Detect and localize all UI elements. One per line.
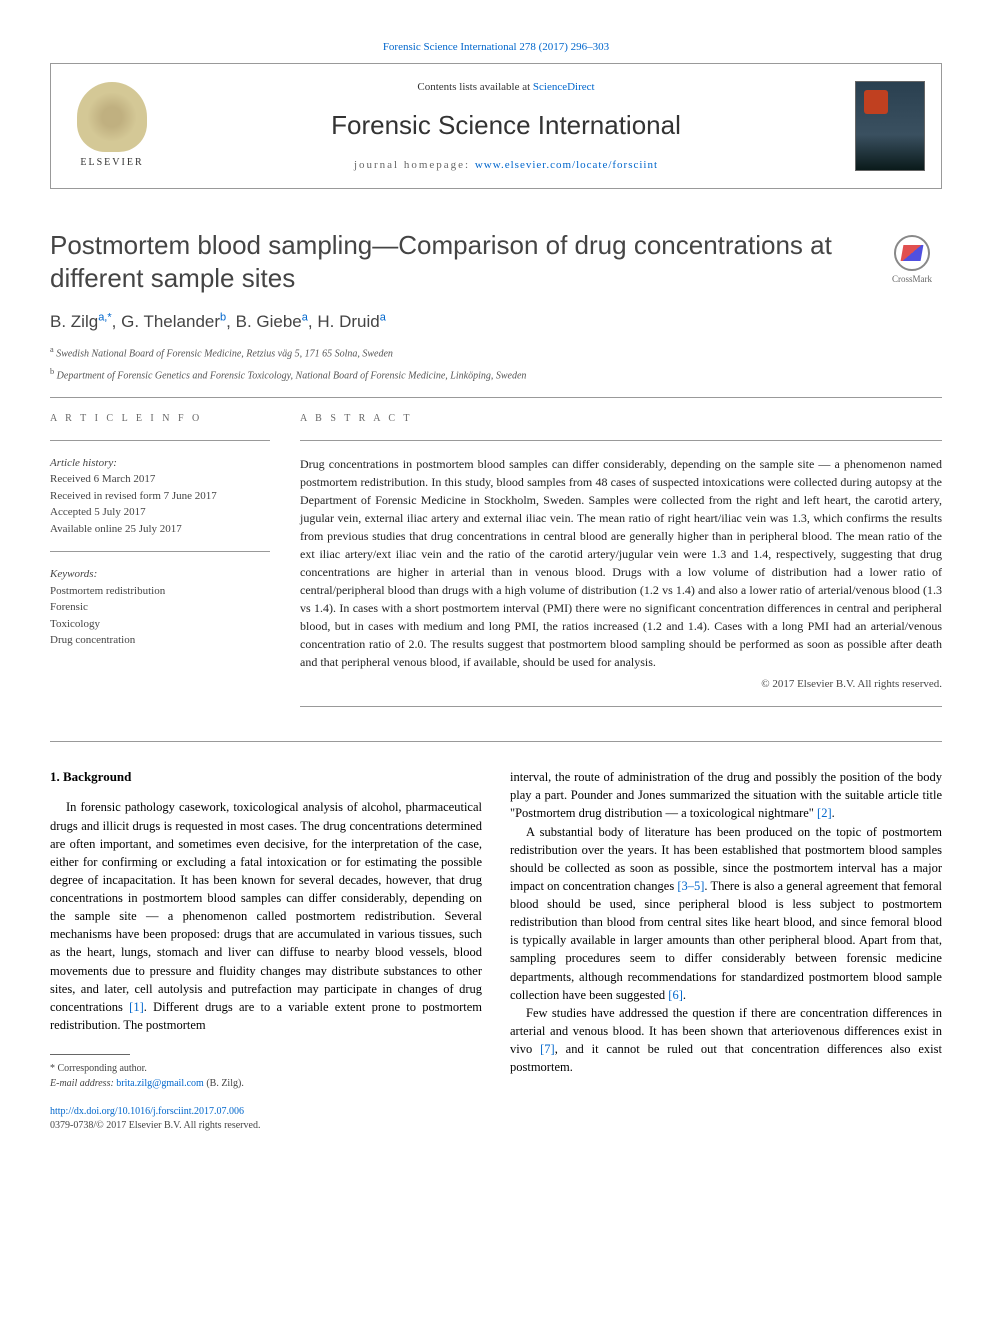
article-title: Postmortem blood sampling—Comparison of …: [50, 229, 942, 294]
journal-name: Forensic Science International: [177, 107, 835, 143]
article-info-block: A R T I C L E I N F O Article history: R…: [50, 412, 270, 721]
body-paragraph: Few studies have addressed the question …: [510, 1004, 942, 1077]
article-info-label: A R T I C L E I N F O: [50, 412, 270, 426]
author-2: G. Thelander: [121, 312, 220, 331]
top-citation: Forensic Science International 278 (2017…: [50, 40, 942, 55]
body-paragraph: In forensic pathology casework, toxicolo…: [50, 798, 482, 1034]
abstract-copyright: © 2017 Elsevier B.V. All rights reserved…: [300, 677, 942, 692]
crossmark-label: CrossMark: [892, 274, 932, 284]
doi-link[interactable]: http://dx.doi.org/10.1016/j.forsciint.20…: [50, 1106, 244, 1117]
keyword: Drug concentration: [50, 632, 270, 649]
email-label: E-mail address:: [50, 1078, 116, 1089]
homepage-prefix: journal homepage:: [354, 159, 475, 171]
contents-prefix: Contents lists available at: [417, 81, 532, 93]
corresponding-author-note: * Corresponding author.: [50, 1061, 482, 1076]
body-paragraph: interval, the route of administration of…: [510, 768, 942, 822]
abstract-label: A B S T R A C T: [300, 412, 942, 426]
elsevier-label: ELSEVIER: [80, 156, 143, 170]
keywords-label: Keywords:: [50, 566, 270, 583]
footnote-divider: [50, 1054, 130, 1055]
keyword: Postmortem redistribution: [50, 583, 270, 600]
homepage-line: journal homepage: www.elsevier.com/locat…: [177, 158, 835, 173]
affiliation-b: b Department of Forensic Genetics and Fo…: [50, 366, 942, 383]
author-1: B. Zilg: [50, 312, 98, 331]
authors-line: B. Zilga,*, G. Thelanderb, B. Giebea, H.…: [50, 310, 942, 334]
author-email-link[interactable]: brita.zilg@gmail.com: [116, 1078, 204, 1089]
ref-link-1[interactable]: [1]: [129, 1000, 144, 1014]
revised-date: Received in revised form 7 June 2017: [50, 488, 270, 505]
issn-copyright: 0379-0738/© 2017 Elsevier B.V. All right…: [50, 1120, 260, 1131]
elsevier-logo: ELSEVIER: [67, 76, 157, 176]
journal-cover-thumbnail: [855, 81, 925, 171]
contents-line: Contents lists available at ScienceDirec…: [177, 80, 835, 95]
divider: [50, 397, 942, 398]
keyword: Toxicology: [50, 616, 270, 633]
divider: [50, 741, 942, 742]
body-column-left: 1. Background In forensic pathology case…: [50, 768, 482, 1133]
section-1-heading: 1. Background: [50, 768, 482, 786]
author-3-affil: a: [302, 312, 308, 324]
body-column-right: interval, the route of administration of…: [510, 768, 942, 1133]
ref-link-6[interactable]: [6]: [668, 988, 683, 1002]
accepted-date: Accepted 5 July 2017: [50, 504, 270, 521]
body-paragraph: A substantial body of literature has bee…: [510, 823, 942, 1004]
homepage-link[interactable]: www.elsevier.com/locate/forsciint: [475, 159, 658, 171]
keyword: Forensic: [50, 599, 270, 616]
email-line: E-mail address: brita.zilg@gmail.com (B.…: [50, 1076, 482, 1091]
author-4: H. Druid: [317, 312, 379, 331]
ref-link-7[interactable]: [7]: [540, 1042, 555, 1056]
email-name: (B. Zilg).: [204, 1078, 244, 1089]
sciencedirect-link[interactable]: ScienceDirect: [533, 81, 595, 93]
abstract-text: Drug concentrations in postmortem blood …: [300, 455, 942, 671]
author-3: B. Giebe: [236, 312, 302, 331]
received-date: Received 6 March 2017: [50, 471, 270, 488]
crossmark-icon: [894, 235, 930, 271]
elsevier-tree-icon: [77, 82, 147, 152]
online-date: Available online 25 July 2017: [50, 521, 270, 538]
ref-link-2[interactable]: [2]: [817, 806, 832, 820]
crossmark-badge[interactable]: CrossMark: [882, 235, 942, 286]
top-citation-link[interactable]: Forensic Science International 278 (2017…: [383, 41, 609, 53]
affiliation-a: a Swedish National Board of Forensic Med…: [50, 344, 942, 361]
author-1-affil: a,*: [98, 312, 111, 324]
journal-header: ELSEVIER Contents lists available at Sci…: [50, 63, 942, 189]
author-2-affil: b: [220, 312, 226, 324]
author-4-affil: a: [380, 312, 386, 324]
ref-link-3-5[interactable]: [3–5]: [677, 879, 704, 893]
history-label: Article history:: [50, 455, 270, 472]
doi-block: http://dx.doi.org/10.1016/j.forsciint.20…: [50, 1105, 482, 1133]
abstract-block: A B S T R A C T Drug concentrations in p…: [300, 412, 942, 721]
